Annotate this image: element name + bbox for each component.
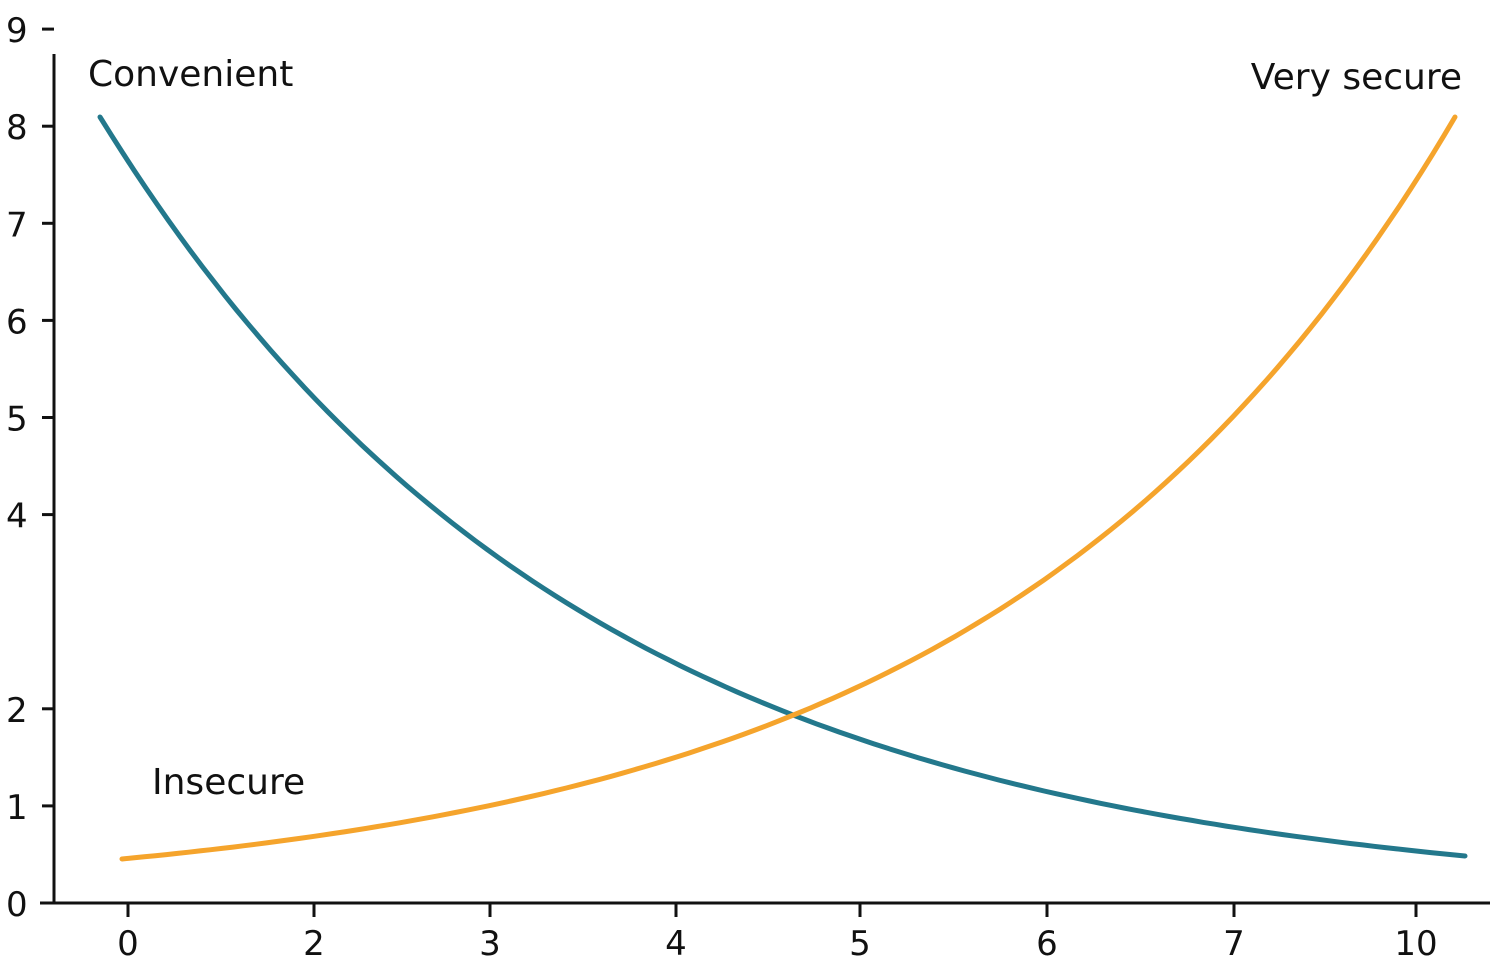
- series-line-blue: [97, 114, 1468, 859]
- y-tick-label: 8: [6, 108, 28, 148]
- y-tick-label: 6: [6, 302, 28, 342]
- series-lines: [97, 114, 1468, 862]
- y-tick-label: 7: [6, 205, 28, 245]
- y-axis-ticks: 0 1 2 4 5 6 7 8 9: [6, 11, 54, 925]
- y-tick-label: 9: [6, 11, 28, 51]
- y-tick-label: 1: [6, 788, 28, 828]
- x-tick-label: 7: [1223, 924, 1245, 964]
- x-tick-label: 4: [665, 924, 687, 964]
- x-tick-label: 6: [1036, 924, 1058, 964]
- y-tick-label: 5: [6, 400, 28, 440]
- x-tick-label: 5: [849, 924, 871, 964]
- annotation-very-secure: Very secure: [1251, 57, 1462, 98]
- y-tick-label: 4: [6, 497, 28, 537]
- x-tick-label: 10: [1394, 924, 1437, 964]
- y-tick-label: 2: [6, 691, 28, 731]
- x-tick-label: 2: [303, 924, 325, 964]
- x-axis-ticks: 0 2 3 4 5 6 7 10: [117, 903, 1438, 964]
- x-tick-label: 3: [479, 924, 501, 964]
- annotation-convenient: Convenient: [88, 54, 293, 95]
- x-tick-label: 0: [117, 924, 139, 964]
- y-tick-label: 0: [6, 885, 28, 925]
- annotation-insecure: Insecure: [152, 762, 305, 803]
- series-line-orange: [119, 114, 1458, 862]
